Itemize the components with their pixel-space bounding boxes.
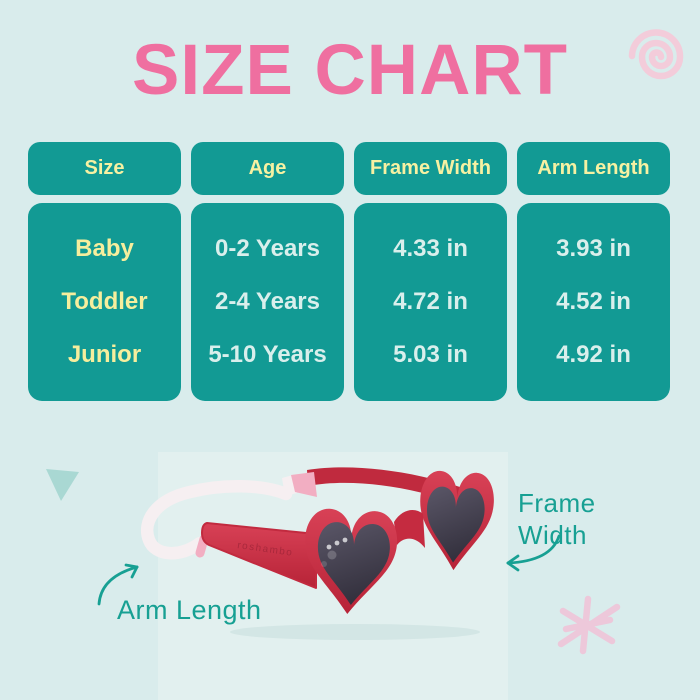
bridge [394, 510, 425, 548]
curved-arrow-arm-length [97, 563, 139, 606]
table-cell: Junior [67, 341, 142, 368]
column-header-arm-length: Arm Length [517, 142, 670, 195]
column-header-frame-width: Frame Width [354, 142, 507, 195]
sunglasses-photo: roshambo [141, 467, 496, 640]
table-cell: 5-10 Years [208, 341, 327, 368]
left-temple-arm [201, 522, 317, 589]
table-cell: 4.52 in [556, 288, 631, 315]
column-body-age: 0-2 Years 2-4 Years 5-10 Years [191, 203, 344, 401]
head-strap [141, 480, 293, 560]
table-cell: Baby [75, 235, 134, 262]
table-column-frame-width: Frame Width 4.33 in 4.72 in 5.03 in [354, 142, 507, 401]
spiral-icon [628, 29, 684, 80]
table-column-age: Age 0-2 Years 2-4 Years 5-10 Years [191, 142, 344, 401]
table-cell: Toddler [61, 288, 148, 315]
table-cell: 4.72 in [393, 288, 468, 315]
frame-width-label-line: Width [518, 520, 587, 551]
table-cell: 4.33 in [393, 235, 468, 262]
strap-pink-connector-right [291, 472, 317, 497]
curved-arrow-frame-width [506, 534, 561, 572]
column-header-size: Size [28, 142, 181, 195]
right-temple-arm [307, 467, 463, 504]
column-body-frame-width: 4.33 in 4.72 in 5.03 in [354, 203, 507, 401]
table-column-arm-length: Arm Length 3.93 in 4.52 in 4.92 in [517, 142, 670, 401]
sparkle-icon [557, 595, 621, 655]
glasses-shadow [230, 624, 480, 640]
size-chart-table: Size Baby Toddler Junior Age 0-2 Years 2… [28, 142, 670, 401]
column-body-size: Baby Toddler Junior [28, 203, 181, 401]
table-cell: 5.03 in [393, 341, 468, 368]
page-title: SIZE CHART [132, 31, 568, 110]
triangle-icon [46, 469, 79, 501]
table-cell: 4.92 in [556, 341, 631, 368]
table-cell: 0-2 Years [215, 235, 320, 262]
frame-width-label-line: Frame [518, 488, 596, 518]
table-column-size: Size Baby Toddler Junior [28, 142, 181, 401]
column-header-age: Age [191, 142, 344, 195]
table-cell: 2-4 Years [215, 288, 320, 315]
lens-reflections [321, 537, 348, 567]
table-cell: 3.93 in [556, 235, 631, 262]
column-body-arm-length: 3.93 in 4.52 in 4.92 in [517, 203, 670, 401]
frame-width-annotation: Frame Width [518, 487, 596, 551]
arm-length-annotation: Arm Length [117, 595, 262, 625]
